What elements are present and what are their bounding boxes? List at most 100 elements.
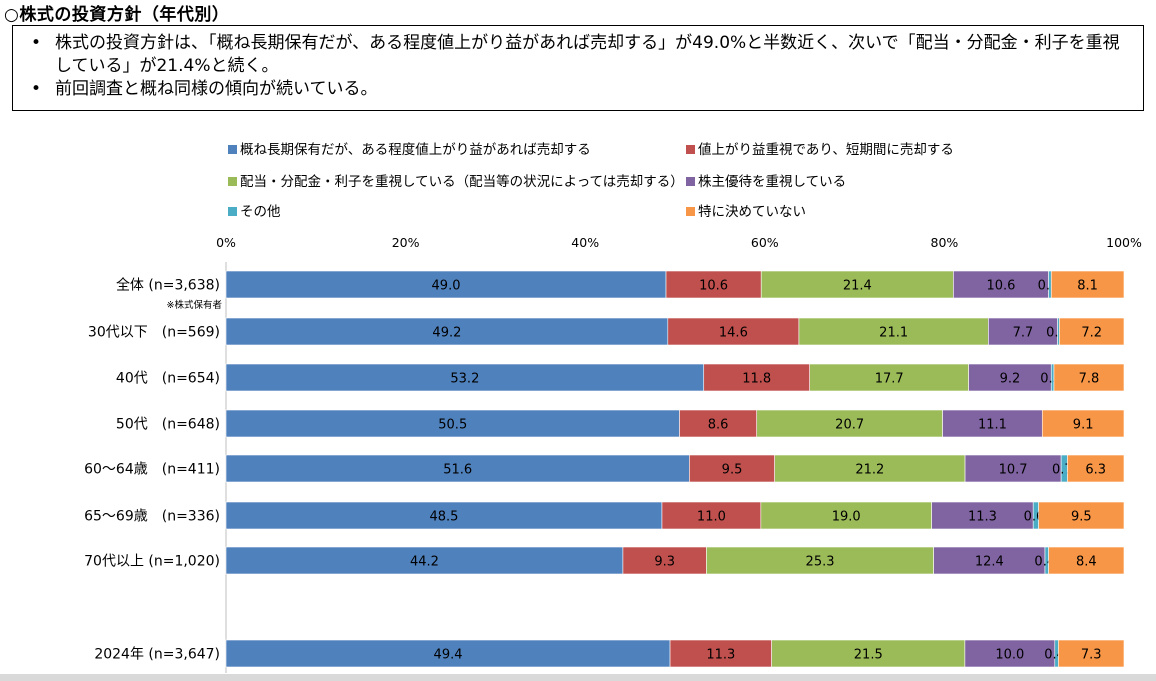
- data-label: 12.4: [975, 555, 1004, 570]
- legend-item: 特に決めていない: [686, 203, 806, 221]
- bar-segment: [225, 409, 680, 438]
- category-label: 60～64歳 (n=411): [84, 462, 220, 478]
- bar-segment: [760, 501, 932, 530]
- data-label: 50.5: [438, 418, 467, 433]
- bar-segment: [1053, 363, 1125, 392]
- data-label: 17.7: [875, 372, 904, 387]
- data-label: 51.6: [443, 463, 472, 478]
- bar-segment: [225, 270, 667, 299]
- data-label: 8.6: [708, 418, 729, 433]
- bar-segment: [774, 454, 966, 483]
- data-label: 11.8: [742, 372, 771, 387]
- bar-segment: [988, 317, 1058, 346]
- bar-segment: [964, 454, 1062, 483]
- data-label: 10.0: [995, 648, 1024, 663]
- category-note: ※株式保有者: [167, 299, 222, 311]
- category-label: 全体 (n=3,638): [116, 277, 220, 294]
- data-label: 21.1: [879, 326, 908, 341]
- data-label: 11.1: [978, 418, 1007, 433]
- bar-segment: [665, 270, 762, 299]
- legend-label: 株主優待を重視している: [698, 174, 847, 190]
- bar-segment: [225, 317, 669, 346]
- bar-segment: [225, 501, 663, 530]
- legend-swatch: [228, 207, 237, 216]
- data-label: 7.3: [1081, 648, 1102, 663]
- legend-swatch: [228, 177, 237, 186]
- bar-segment: [669, 639, 772, 668]
- bar-segment: [225, 639, 671, 668]
- legend-swatch: [686, 207, 695, 216]
- data-label: 49.2: [432, 326, 461, 341]
- legend-label: 概ね長期保有だが、ある程度値上がり益があれば売却する: [240, 142, 591, 158]
- legend-label: その他: [240, 204, 281, 220]
- data-label: 9.2: [1000, 372, 1021, 387]
- data-label: 8.4: [1076, 555, 1097, 570]
- summary-bullet: 前回調査と概ね同様の傾向が続いている。: [31, 78, 1133, 101]
- bar-segment: [1050, 270, 1125, 299]
- data-label: 9.5: [1071, 510, 1092, 525]
- legend-item: 概ね長期保有だが、ある程度値上がり益があれば売却する: [228, 141, 591, 159]
- data-label: 9.1: [1073, 418, 1094, 433]
- data-label: 6.3: [1085, 463, 1106, 478]
- bar-segment: [953, 270, 1049, 299]
- bar-segment: [968, 363, 1052, 392]
- category-label: 65～69歳 (n=336): [84, 509, 220, 525]
- data-label: 7.2: [1081, 326, 1102, 341]
- bar-segment: [809, 363, 969, 392]
- data-label: 14.6: [719, 326, 748, 341]
- bar-segment: [1058, 639, 1125, 668]
- x-tick-label: 40%: [571, 235, 599, 250]
- data-label: 21.4: [843, 279, 872, 294]
- data-label: 44.2: [410, 555, 439, 570]
- data-label: 21.2: [855, 463, 884, 478]
- data-label: 53.2: [450, 372, 479, 387]
- category-label: 40代 (n=654): [116, 371, 220, 387]
- data-label: 21.5: [854, 648, 883, 663]
- data-label: 20.7: [835, 418, 864, 433]
- data-label: 7.8: [1079, 372, 1100, 387]
- bar-segment: [661, 501, 762, 530]
- category-label: 2024年 (n=3,647): [94, 647, 220, 663]
- data-label: 49.4: [434, 648, 463, 663]
- bar-segment: [689, 454, 775, 483]
- bar-segment: [964, 639, 1056, 668]
- bar-segment: [760, 270, 954, 299]
- data-label: 11.3: [706, 648, 735, 663]
- bar-segment: [667, 317, 800, 346]
- x-tick-label: 20%: [392, 235, 420, 250]
- data-label: 11.3: [968, 510, 997, 525]
- data-label: 10.6: [699, 279, 728, 294]
- data-label: 8.1: [1077, 279, 1098, 294]
- x-tick-label: 0%: [216, 235, 236, 250]
- legend-item: 株主優待を重視している: [686, 173, 846, 191]
- x-tick-label: 80%: [931, 235, 959, 250]
- bar-segment: [798, 317, 989, 346]
- bar-segment: [933, 546, 1046, 575]
- category-label: 30代以下 (n=569): [88, 325, 220, 341]
- bar-segment: [225, 546, 624, 575]
- legend-item: 配当・分配金・利子を重視している（配当等の状況によっては売却する）: [228, 173, 684, 191]
- summary-box: 株式の投資方針は、「概ね長期保有だが、ある程度値上がり益があれば売却する」が49…: [12, 25, 1144, 111]
- data-label: 7.7: [1013, 326, 1034, 341]
- bar-segment: [703, 363, 811, 392]
- legend-item: その他: [228, 203, 281, 221]
- legend-label: 特に決めていない: [698, 204, 806, 220]
- bar-segment: [756, 409, 943, 438]
- legend-label: 値上がり益重視であり、短期間に売却する: [698, 142, 954, 158]
- legend-label: 配当・分配金・利子を重視している（配当等の状況によっては売却する）: [240, 174, 684, 190]
- page-title: ○株式の投資方針（年代別）: [4, 5, 230, 25]
- x-tick-label: 60%: [751, 235, 779, 250]
- bar-segment: [622, 546, 707, 575]
- legend-swatch: [228, 145, 237, 154]
- data-label: 19.0: [832, 510, 861, 525]
- category-label: 70代以上 (n=1,020): [84, 554, 220, 570]
- category-label: 50代 (n=648): [116, 417, 220, 433]
- data-label: 10.7: [999, 463, 1028, 478]
- data-label: 10.6: [986, 279, 1015, 294]
- x-tick-label: 100%: [1106, 235, 1142, 250]
- data-label: 9.5: [722, 463, 743, 478]
- bar-segment: [942, 409, 1043, 438]
- summary-bullet: 株式の投資方針は、「概ね長期保有だが、ある程度値上がり益があれば売却する」が49…: [31, 32, 1133, 78]
- data-label: 48.5: [430, 510, 459, 525]
